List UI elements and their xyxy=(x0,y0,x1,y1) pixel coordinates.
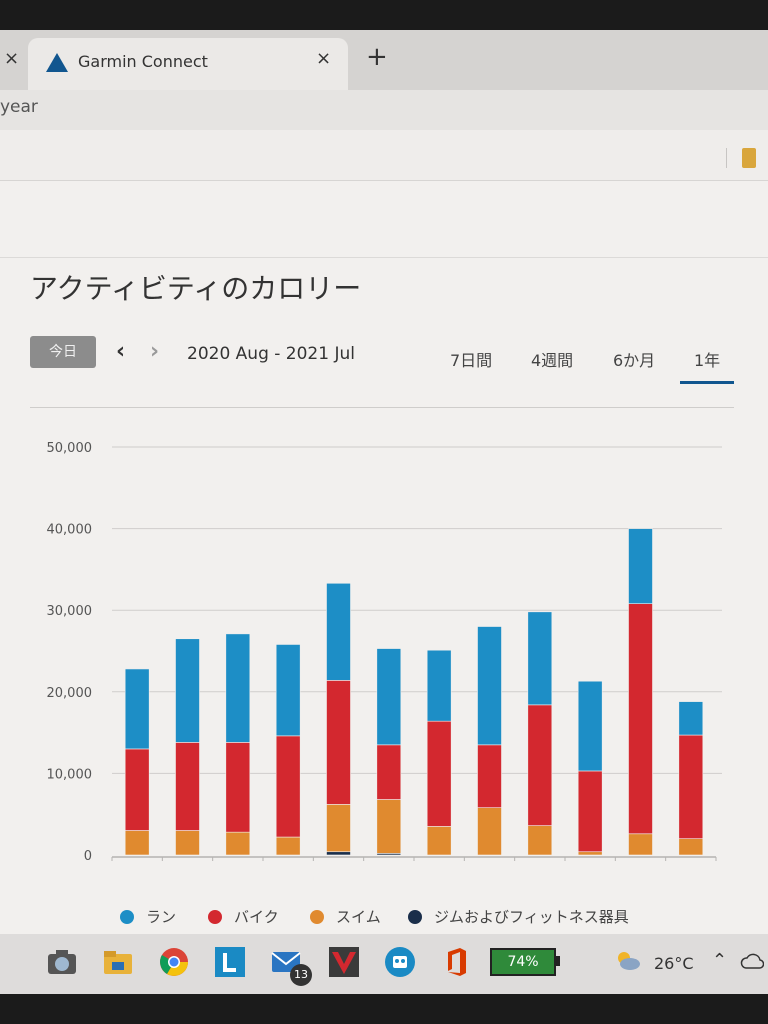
l-app-icon[interactable] xyxy=(214,946,246,978)
y-tick-label: 50,000 xyxy=(47,441,93,456)
bar-segment xyxy=(527,611,553,706)
period-tab-1year[interactable]: 1年 xyxy=(694,351,721,370)
new-tab-button[interactable]: + xyxy=(366,42,388,72)
robot-app-icon[interactable] xyxy=(384,946,416,978)
period-tab-7days[interactable]: 7日間 xyxy=(450,351,493,370)
camera-icon[interactable] xyxy=(46,946,78,978)
bar-segment xyxy=(678,838,704,856)
period-tab-4weeks[interactable]: 4週間 xyxy=(531,351,574,370)
bar-segment xyxy=(577,851,603,856)
legend-label: ラン xyxy=(146,908,177,926)
period-tab-6months[interactable]: 6か月 xyxy=(613,351,656,370)
bar-segment xyxy=(426,649,452,722)
date-range-label: 2020 Aug - 2021 Jul xyxy=(187,344,355,364)
bar-segment xyxy=(628,603,653,835)
bar-segment xyxy=(175,638,200,743)
prev-period-chevron-icon[interactable]: ‹ xyxy=(116,339,126,364)
bar-segment xyxy=(426,720,452,827)
legend-dot xyxy=(120,910,134,924)
bar-segment xyxy=(124,748,150,831)
bar-segment xyxy=(628,528,653,604)
legend-label: スイム xyxy=(336,908,381,926)
chrome-icon[interactable] xyxy=(158,946,190,978)
bar-segment xyxy=(577,680,603,772)
bar-segment xyxy=(376,799,402,854)
page-content: アクティビティのカロリー 今日 ‹ › 2020 Aug - 2021 Jul … xyxy=(0,181,768,941)
bar-segment xyxy=(326,851,351,856)
screen: × Garmin Connect × + year アクティビティのカロリー 今… xyxy=(0,30,768,994)
bar-segment xyxy=(326,680,351,805)
mail-badge: 13 xyxy=(290,964,312,986)
tab-close-icon[interactable]: × xyxy=(316,48,332,69)
y-tick-label: 10,000 xyxy=(47,767,93,782)
tab-strip: × Garmin Connect × + xyxy=(0,30,768,90)
bar-segment xyxy=(275,735,301,838)
garmin-logo-icon xyxy=(46,53,68,72)
bar-segment xyxy=(577,770,603,853)
bookmark-separator xyxy=(726,148,727,168)
tab-garmin-connect[interactable]: Garmin Connect × xyxy=(28,38,348,90)
active-period-indicator xyxy=(680,381,734,384)
bar-segment xyxy=(275,644,301,737)
address-text: year xyxy=(0,97,38,117)
y-tick-label: 30,000 xyxy=(47,604,93,619)
bar-segment xyxy=(628,833,653,856)
bar-segment xyxy=(175,830,200,856)
bar-segment xyxy=(275,836,301,856)
address-bar[interactable]: year xyxy=(0,90,768,130)
bar-segment xyxy=(678,701,704,736)
tray-chevron-up-icon[interactable]: ⌃ xyxy=(712,950,728,971)
weather-icon[interactable] xyxy=(614,948,642,976)
header-band xyxy=(0,181,768,258)
prev-tab-close-icon[interactable]: × xyxy=(4,48,20,69)
bar-segment xyxy=(477,744,502,808)
tab-title: Garmin Connect xyxy=(78,52,208,71)
calories-stacked-bar-chart: 50,00040,00030,00020,00010,0000AugSepOct… xyxy=(47,441,722,861)
legend-dot xyxy=(208,910,222,924)
bar-segment xyxy=(225,831,251,856)
bar-segment xyxy=(225,742,251,833)
legend-label: ジムおよびフィットネス器具 xyxy=(434,908,629,926)
office-icon[interactable] xyxy=(440,946,472,978)
y-tick-label: 0 xyxy=(84,849,92,861)
bar-segment xyxy=(124,668,150,750)
legend-dot xyxy=(310,910,324,924)
file-explorer-icon[interactable] xyxy=(102,946,134,978)
bookmark-folder-icon[interactable] xyxy=(742,148,756,168)
taskbar: 13 74% 26°C ⌃ xyxy=(0,934,768,994)
bar-segment xyxy=(225,633,251,743)
bar-segment xyxy=(326,804,351,853)
bar-segment xyxy=(326,582,351,681)
battery-indicator[interactable]: 74% xyxy=(490,948,556,976)
y-tick-label: 20,000 xyxy=(47,686,93,701)
bar-segment xyxy=(376,648,402,746)
bar-segment xyxy=(124,830,150,856)
battery-tip xyxy=(556,956,560,966)
bar-segment xyxy=(426,826,452,856)
red-app-icon[interactable] xyxy=(328,946,360,978)
bar-segment xyxy=(678,734,704,839)
page-title: アクティビティのカロリー xyxy=(30,272,362,305)
bookmarks-bar xyxy=(0,130,768,181)
bar-segment xyxy=(477,626,502,746)
cloud-sync-icon[interactable] xyxy=(740,952,764,972)
bar-segment xyxy=(175,742,200,831)
next-period-chevron-icon[interactable]: › xyxy=(150,339,160,364)
toolbar-divider xyxy=(30,407,734,408)
today-button[interactable]: 今日 xyxy=(30,336,96,368)
bar-segment xyxy=(527,704,553,826)
legend-dot xyxy=(408,910,422,924)
bar-segment xyxy=(527,825,553,856)
bar-segment xyxy=(477,807,502,856)
chart-legend: ラン バイク スイム ジムおよびフィットネス器具 xyxy=(120,905,740,929)
y-tick-label: 40,000 xyxy=(47,523,93,538)
temperature-label: 26°C xyxy=(654,954,694,973)
legend-label: バイク xyxy=(234,908,279,926)
bar-segment xyxy=(376,744,402,800)
